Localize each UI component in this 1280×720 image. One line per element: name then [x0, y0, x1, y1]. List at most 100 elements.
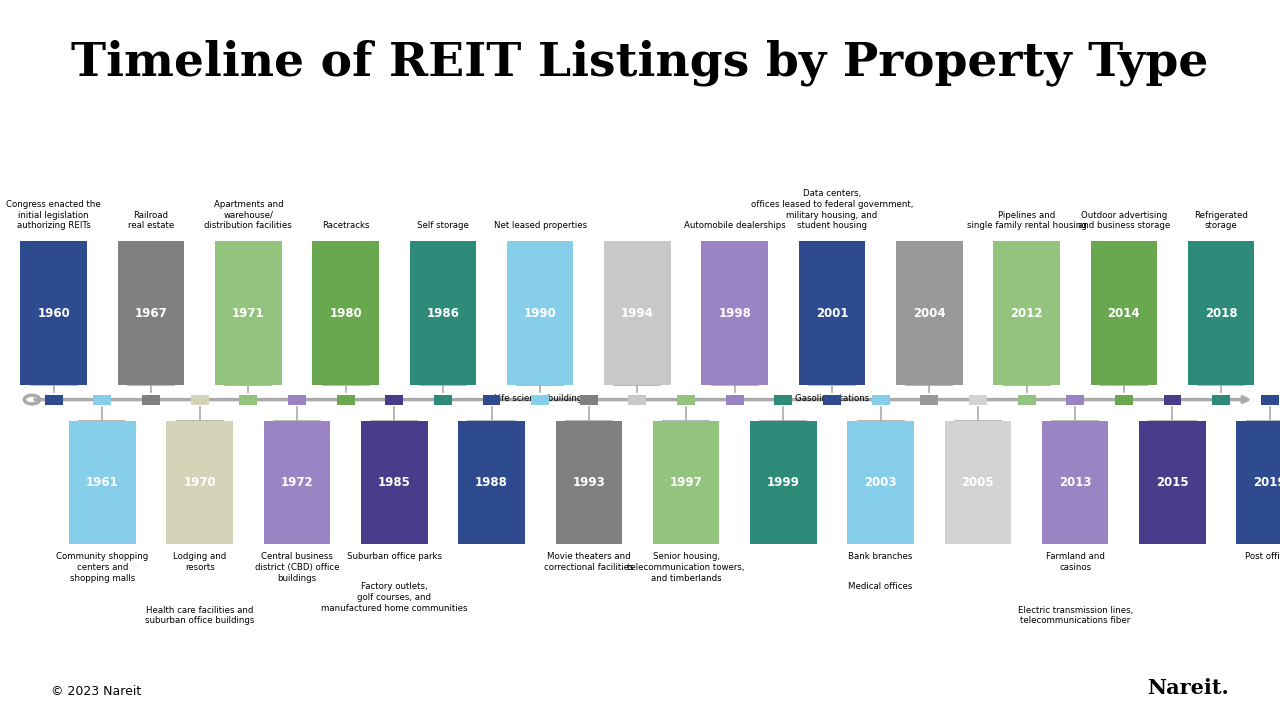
- Text: 1985: 1985: [378, 476, 411, 489]
- FancyBboxPatch shape: [385, 395, 403, 405]
- FancyBboxPatch shape: [580, 395, 598, 405]
- Text: 2019: 2019: [1253, 476, 1280, 489]
- Text: Life science buildings: Life science buildings: [494, 394, 586, 403]
- FancyBboxPatch shape: [45, 395, 63, 405]
- Text: 2012: 2012: [1010, 307, 1043, 320]
- Text: 1970: 1970: [183, 476, 216, 489]
- FancyBboxPatch shape: [1236, 421, 1280, 544]
- Text: 1972: 1972: [280, 476, 314, 489]
- FancyBboxPatch shape: [20, 241, 87, 385]
- Text: 2013: 2013: [1059, 476, 1092, 489]
- FancyBboxPatch shape: [872, 395, 890, 405]
- Text: Movie theaters and
correctional facilities: Movie theaters and correctional faciliti…: [544, 552, 634, 572]
- Text: 1994: 1994: [621, 307, 654, 320]
- Text: 1980: 1980: [329, 307, 362, 320]
- Text: Outdoor advertising
and business storage: Outdoor advertising and business storage: [1078, 211, 1170, 230]
- Text: Electric transmission lines,
telecommunications fiber: Electric transmission lines, telecommuni…: [1018, 606, 1133, 625]
- Text: Railroad
real estate: Railroad real estate: [128, 211, 174, 230]
- Text: 1998: 1998: [718, 307, 751, 320]
- FancyBboxPatch shape: [410, 241, 476, 385]
- FancyBboxPatch shape: [628, 395, 646, 405]
- Text: 1999: 1999: [767, 476, 800, 489]
- FancyBboxPatch shape: [823, 395, 841, 405]
- FancyBboxPatch shape: [750, 421, 817, 544]
- Text: 1961: 1961: [86, 476, 119, 489]
- FancyBboxPatch shape: [1261, 395, 1279, 405]
- FancyBboxPatch shape: [1164, 395, 1181, 405]
- Text: Senior housing,
telecommunication towers,
and timberlands: Senior housing, telecommunication towers…: [627, 552, 745, 582]
- Text: Post offices: Post offices: [1245, 552, 1280, 562]
- FancyBboxPatch shape: [507, 241, 573, 385]
- Text: 1997: 1997: [669, 476, 703, 489]
- FancyBboxPatch shape: [847, 421, 914, 544]
- FancyBboxPatch shape: [556, 421, 622, 544]
- Text: 2015: 2015: [1156, 476, 1189, 489]
- FancyBboxPatch shape: [215, 241, 282, 385]
- FancyBboxPatch shape: [337, 395, 355, 405]
- FancyBboxPatch shape: [1115, 395, 1133, 405]
- FancyBboxPatch shape: [969, 395, 987, 405]
- Text: 1960: 1960: [37, 307, 70, 320]
- FancyBboxPatch shape: [458, 421, 525, 544]
- FancyBboxPatch shape: [1066, 395, 1084, 405]
- FancyBboxPatch shape: [288, 395, 306, 405]
- Text: 1993: 1993: [572, 476, 605, 489]
- Text: 1986: 1986: [426, 307, 460, 320]
- Text: 1971: 1971: [232, 307, 265, 320]
- FancyBboxPatch shape: [677, 395, 695, 405]
- Text: 2018: 2018: [1204, 307, 1238, 320]
- FancyBboxPatch shape: [93, 395, 111, 405]
- FancyBboxPatch shape: [726, 395, 744, 405]
- Text: Pipelines and
single family rental housing: Pipelines and single family rental housi…: [966, 211, 1087, 230]
- Text: Refrigerated
storage: Refrigerated storage: [1194, 211, 1248, 230]
- Text: Gasoline stations: Gasoline stations: [795, 394, 869, 403]
- FancyBboxPatch shape: [1188, 241, 1254, 385]
- Text: 1988: 1988: [475, 476, 508, 489]
- Text: 2003: 2003: [864, 476, 897, 489]
- FancyBboxPatch shape: [361, 421, 428, 544]
- Text: Lodging and
resorts: Lodging and resorts: [173, 552, 227, 572]
- Text: Factory outlets,
golf courses, and
manufactured home communities: Factory outlets, golf courses, and manuf…: [321, 582, 467, 613]
- Text: Bank branches: Bank branches: [849, 552, 913, 562]
- FancyBboxPatch shape: [166, 421, 233, 544]
- Text: Timeline of REIT Listings by Property Type: Timeline of REIT Listings by Property Ty…: [72, 40, 1208, 86]
- FancyBboxPatch shape: [799, 241, 865, 385]
- FancyBboxPatch shape: [920, 395, 938, 405]
- FancyBboxPatch shape: [142, 395, 160, 405]
- Text: Net leased properties: Net leased properties: [494, 222, 586, 230]
- Text: Data centers,
offices leased to federal government,
military housing, and
studen: Data centers, offices leased to federal …: [751, 189, 913, 230]
- Text: Nareit.: Nareit.: [1147, 678, 1229, 698]
- Text: Central business
district (CBD) office
buildings: Central business district (CBD) office b…: [255, 552, 339, 582]
- FancyBboxPatch shape: [69, 421, 136, 544]
- FancyBboxPatch shape: [993, 241, 1060, 385]
- Text: Congress enacted the
initial legislation
authorizing REITs: Congress enacted the initial legislation…: [6, 200, 101, 230]
- Text: © 2023 Nareit: © 2023 Nareit: [51, 685, 142, 698]
- FancyBboxPatch shape: [1091, 241, 1157, 385]
- FancyBboxPatch shape: [653, 421, 719, 544]
- FancyBboxPatch shape: [1018, 395, 1036, 405]
- FancyBboxPatch shape: [531, 395, 549, 405]
- Text: Automobile dealerships: Automobile dealerships: [684, 222, 786, 230]
- Text: 2005: 2005: [961, 476, 995, 489]
- FancyBboxPatch shape: [604, 241, 671, 385]
- Text: Community shopping
centers and
shopping malls: Community shopping centers and shopping …: [56, 552, 148, 582]
- FancyBboxPatch shape: [312, 241, 379, 385]
- FancyBboxPatch shape: [1139, 421, 1206, 544]
- FancyBboxPatch shape: [945, 421, 1011, 544]
- FancyBboxPatch shape: [774, 395, 792, 405]
- Text: 2014: 2014: [1107, 307, 1140, 320]
- Text: Suburban office parks: Suburban office parks: [347, 552, 442, 562]
- FancyBboxPatch shape: [191, 395, 209, 405]
- Text: 2001: 2001: [815, 307, 849, 320]
- Text: Farmland and
casinos: Farmland and casinos: [1046, 552, 1105, 572]
- FancyBboxPatch shape: [264, 421, 330, 544]
- Text: Apartments and
warehouse/
distribution facilities: Apartments and warehouse/ distribution f…: [205, 200, 292, 230]
- FancyBboxPatch shape: [118, 241, 184, 385]
- FancyBboxPatch shape: [483, 395, 500, 405]
- Text: Self storage: Self storage: [417, 222, 468, 230]
- Text: Medical offices: Medical offices: [849, 582, 913, 592]
- Text: 1967: 1967: [134, 307, 168, 320]
- FancyBboxPatch shape: [434, 395, 452, 405]
- Text: Health care facilities and
suburban office buildings: Health care facilities and suburban offi…: [145, 606, 255, 625]
- FancyBboxPatch shape: [701, 241, 768, 385]
